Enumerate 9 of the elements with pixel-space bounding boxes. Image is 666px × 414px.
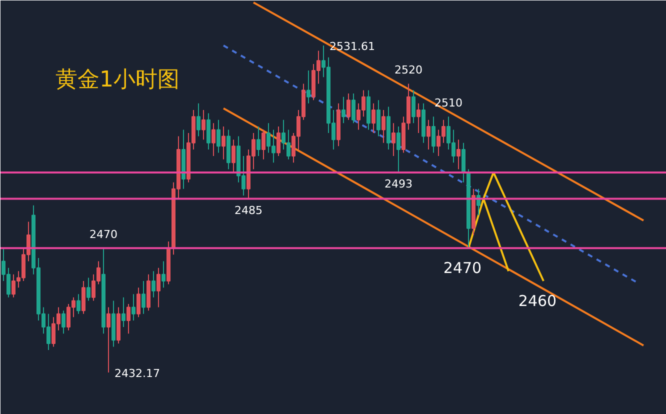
annotation: 2520 [394, 64, 423, 77]
annotation: 2460 [518, 292, 557, 310]
annotation: 2493 [384, 177, 413, 190]
annotation: 2470 [443, 259, 482, 278]
annotation: 2470 [90, 228, 118, 242]
annotation: 2510 [434, 96, 463, 110]
text: 黄金1小时图 [56, 68, 180, 92]
annotation: 2432.17 [114, 367, 160, 380]
annotation: 2485 [234, 204, 263, 217]
